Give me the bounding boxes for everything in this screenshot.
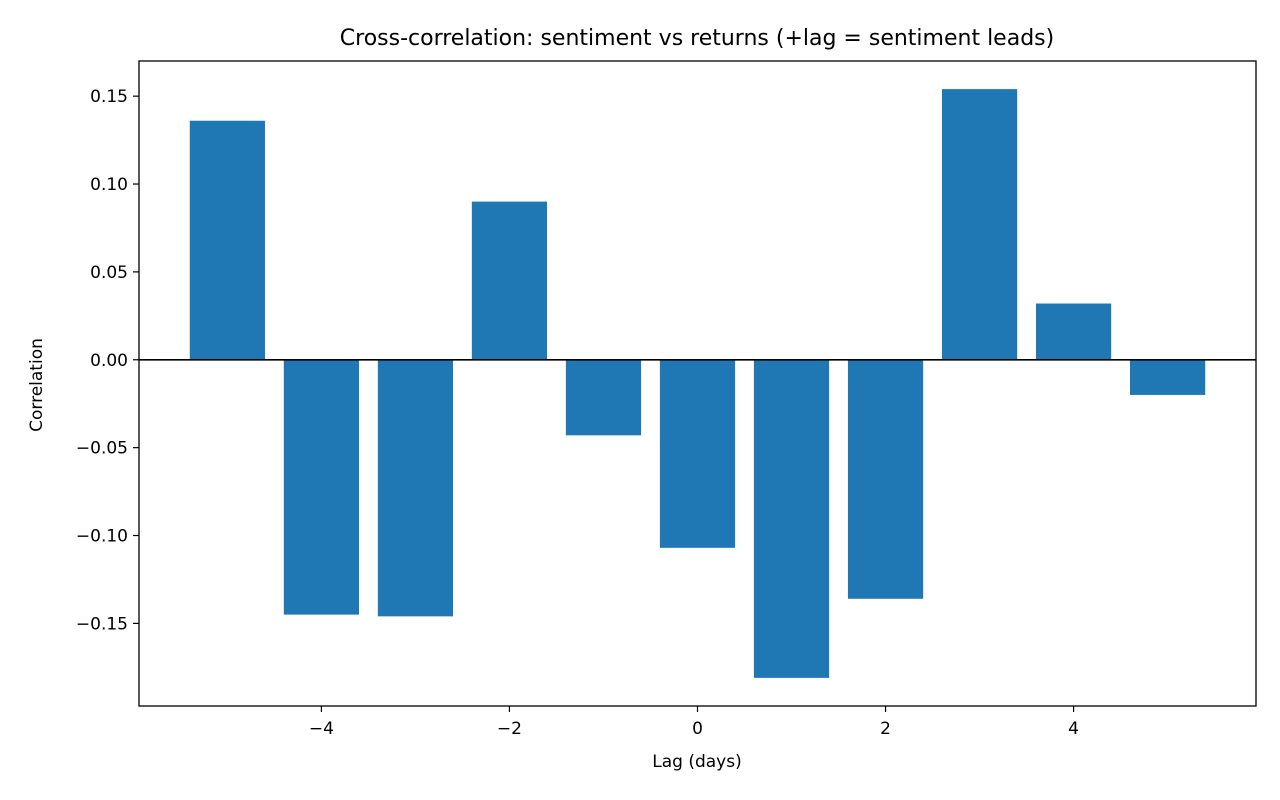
chart-title: Cross-correlation: sentiment vs returns … — [340, 26, 1054, 51]
bar-lag-5 — [1130, 359, 1206, 395]
bar-lag--1 — [565, 359, 642, 436]
bar-lag--5 — [189, 120, 265, 360]
plot-area — [139, 89, 1256, 678]
bar-lag-1 — [753, 359, 830, 678]
bar-lag--3 — [377, 359, 454, 617]
bar-lag-2 — [847, 359, 924, 599]
bar-lag--4 — [283, 359, 360, 615]
y-axis-label: Correlation — [27, 338, 47, 432]
x-axis-label: Lag (days) — [652, 752, 741, 772]
y-tick-label: −0.05 — [76, 439, 128, 459]
x-tick-label: 2 — [880, 719, 891, 739]
bar-lag-0 — [659, 359, 736, 548]
x-tick-label: 0 — [692, 719, 703, 739]
y-tick-label: 0.00 — [90, 351, 128, 371]
bar-lag--2 — [471, 201, 548, 360]
y-axis: −0.15 −0.10 −0.05 0.00 0.05 0.10 0.15 — [76, 87, 139, 634]
x-tick-label: −2 — [497, 719, 522, 739]
y-tick-label: 0.05 — [90, 263, 128, 283]
bar-lag-4 — [1035, 303, 1112, 360]
x-tick-label: −4 — [309, 719, 334, 739]
x-axis: −4 −2 0 2 4 — [309, 706, 1079, 739]
y-tick-label: 0.15 — [90, 87, 128, 107]
x-tick-label: 4 — [1068, 719, 1079, 739]
y-tick-label: 0.10 — [90, 175, 128, 195]
y-tick-label: −0.15 — [76, 614, 128, 634]
bar-lag-3 — [941, 89, 1018, 360]
y-tick-label: −0.10 — [76, 527, 128, 547]
